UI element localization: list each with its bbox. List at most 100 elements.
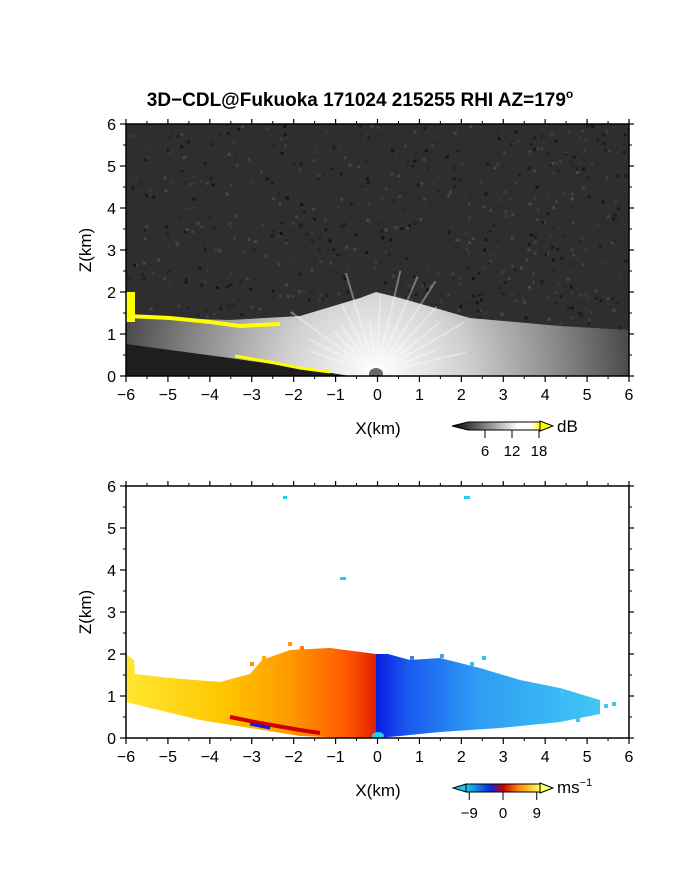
top-noise-pixel <box>310 268 314 272</box>
top-ray-streak <box>332 330 377 375</box>
top-noise-pixel <box>382 141 386 144</box>
top-noise-pixel <box>598 308 602 312</box>
top-noise-pixel <box>479 181 482 185</box>
top-noise-pixel <box>517 139 520 143</box>
bottom-speckle-pixel <box>346 652 350 656</box>
top-noise-pixel <box>229 183 233 187</box>
top-noise-pixel <box>398 220 402 224</box>
top-noise-pixel <box>501 270 505 274</box>
top-ray-streak <box>375 321 466 375</box>
top-noise-pixel <box>349 165 353 169</box>
top-noise-pixel <box>469 125 473 128</box>
top-noise-pixel <box>550 132 554 136</box>
top-noise-pixel <box>231 306 235 310</box>
bottom-xlabel: X(km) <box>355 781 400 800</box>
top-noise-pixel <box>274 314 278 317</box>
top-noise-pixel <box>413 130 417 134</box>
top-noise-pixel <box>168 148 172 152</box>
top-noise-pixel <box>522 297 525 301</box>
top-noise-pixel <box>540 280 544 284</box>
top-noise-pixel <box>305 233 309 236</box>
top-ray-streak <box>375 295 382 375</box>
top-noise-pixel <box>245 277 249 281</box>
top-noise-pixel <box>586 124 590 128</box>
top-noise-pixel <box>467 251 470 255</box>
top-noise-pixel <box>485 162 489 166</box>
top-noise-pixel <box>231 304 235 308</box>
top-noise-pixel <box>496 129 500 133</box>
top-noise-pixel <box>246 222 250 226</box>
top-noise-pixel <box>582 167 585 171</box>
top-xtick-label: −1 <box>326 387 344 404</box>
top-noise-pixel <box>283 133 287 137</box>
top-noise-pixel <box>446 155 449 159</box>
top-noise-pixel <box>405 257 409 261</box>
top-noise-pixel <box>200 283 204 287</box>
top-noise-pixel <box>435 154 439 157</box>
top-noise-pixel <box>279 277 282 281</box>
top-noise-pixel <box>179 268 183 272</box>
top-noise-pixel <box>371 145 375 149</box>
top-noise-pixel <box>540 134 544 138</box>
top-noise-pixel <box>546 151 550 155</box>
top-noise-pixel <box>230 226 233 230</box>
top-noise-pixel <box>132 223 136 227</box>
top-noise-pixel <box>426 288 430 292</box>
bottom-colorbar-bar <box>465 783 541 793</box>
top-noise-pixel <box>180 173 184 177</box>
top-noise-pixel <box>213 206 217 210</box>
top-noise-pixel <box>414 293 418 297</box>
bottom-axes: −6 −5 −4 −3 −2 −1 0 1 2 3 4 5 6 0 1 2 3 4 5 6 <box>107 479 634 766</box>
top-noise-pixel <box>272 197 276 201</box>
top-noise-pixel <box>234 214 238 218</box>
top-noise-pixel <box>504 210 508 214</box>
top-noise-pixel <box>571 205 575 209</box>
top-noise-pixel <box>493 166 497 170</box>
top-noise-pixel <box>541 220 545 224</box>
top-ytick-label: 1 <box>107 327 116 344</box>
top-noise-pixel <box>235 155 239 159</box>
top-noise-pixel <box>390 172 394 176</box>
top-noise-pixel <box>286 196 290 200</box>
top-noise-pixel <box>225 131 229 135</box>
top-noise-pixel <box>168 283 172 287</box>
top-noise-pixel <box>588 318 591 322</box>
top-noise-pixel <box>502 292 506 296</box>
top-noise-pixel <box>601 133 605 137</box>
top-noise-pixel <box>447 293 451 297</box>
top-noise-pixel <box>608 149 611 153</box>
top-bright-fan <box>126 292 629 376</box>
top-noise-pixel <box>296 311 300 315</box>
top-noise-pixel <box>189 182 193 186</box>
top-noise-pixel <box>517 173 521 177</box>
top-noise-pixel <box>459 305 463 308</box>
top-noise-pixel <box>615 301 619 305</box>
bottom-noise-pixel-2 <box>464 496 470 499</box>
top-noise-pixel <box>144 158 148 161</box>
top-noise-pixel <box>423 197 427 201</box>
top-noise-pixel <box>558 217 561 221</box>
top-noise-pixel <box>139 182 143 186</box>
top-noise-pixel <box>534 184 538 188</box>
top-noise-pixel <box>467 314 471 318</box>
top-noise-pixel <box>456 238 460 242</box>
top-noise-pixel <box>527 242 531 246</box>
top-noise-pixel <box>608 234 612 238</box>
top-noise-pixel <box>216 286 219 290</box>
top-noise-pixel <box>183 132 187 136</box>
top-noise-pixel <box>145 225 149 228</box>
top-noise-pixel <box>503 281 507 285</box>
top-noise-pixel <box>169 195 173 199</box>
top-noise-pixel <box>238 262 241 266</box>
top-noise-pixel <box>571 291 574 295</box>
top-ray-streak <box>375 276 419 375</box>
top-noise-pixel <box>557 282 561 286</box>
top-noise-pixel <box>185 179 189 183</box>
top-noise-pixel <box>309 289 313 293</box>
top-noise-pixel <box>142 261 146 265</box>
top-noise-pixel <box>349 203 353 206</box>
bottom-colorbar-max-arrow <box>539 782 555 794</box>
top-noise-pixel <box>365 177 369 181</box>
top-noise-pixel <box>260 170 264 174</box>
top-noise-pixel <box>456 149 460 153</box>
